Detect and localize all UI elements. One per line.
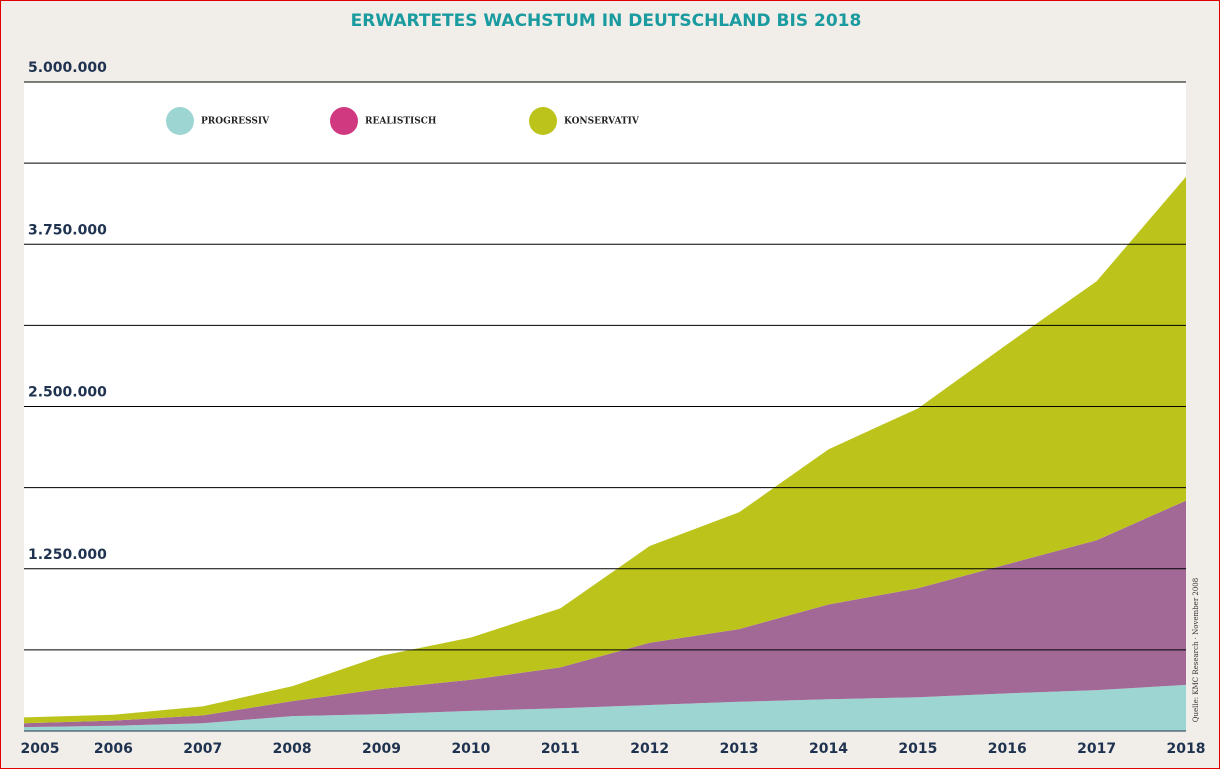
- x-tick-label: 2006: [94, 741, 133, 757]
- y-tick-label: 3.750.000: [28, 222, 107, 238]
- y-tick-label: 2.500.000: [28, 385, 107, 401]
- legend-label: REALISTISCH: [365, 117, 437, 127]
- y-tick-label: 5.000.000: [28, 60, 107, 76]
- y-tick-label: 1.250.000: [28, 547, 107, 563]
- x-tick-label: 2010: [451, 741, 490, 757]
- x-tick-label: 2017: [1077, 741, 1116, 757]
- legend-label: PROGRESSIV: [201, 117, 270, 127]
- x-tick-label: 2018: [1167, 741, 1206, 757]
- legend-swatch: [529, 107, 557, 135]
- x-tick-label: 2016: [988, 741, 1027, 757]
- x-tick-label: 2008: [273, 741, 312, 757]
- x-tick-label: 2012: [630, 741, 669, 757]
- x-tick-label: 2005: [21, 741, 60, 757]
- area: [24, 176, 1186, 724]
- x-tick-label: 2009: [362, 741, 401, 757]
- legend-label: KONSERVATIV: [564, 117, 640, 127]
- source: Quelle: KMC Research · November 2008: [1192, 578, 1200, 722]
- legend-swatch: [330, 107, 358, 135]
- x-tick-label: 2007: [183, 741, 222, 757]
- x-tick-label: 2014: [809, 741, 848, 757]
- area: [24, 684, 1186, 731]
- x-tick-label: 2015: [898, 741, 937, 757]
- legend-swatch: [166, 107, 194, 135]
- area: [24, 500, 1186, 728]
- x-tick-label: 2011: [541, 741, 580, 757]
- x-tick-label: 2013: [720, 741, 759, 757]
- chart-title: ERWARTETES WACHSTUM IN DEUTSCHLAND BIS 2…: [351, 11, 862, 31]
